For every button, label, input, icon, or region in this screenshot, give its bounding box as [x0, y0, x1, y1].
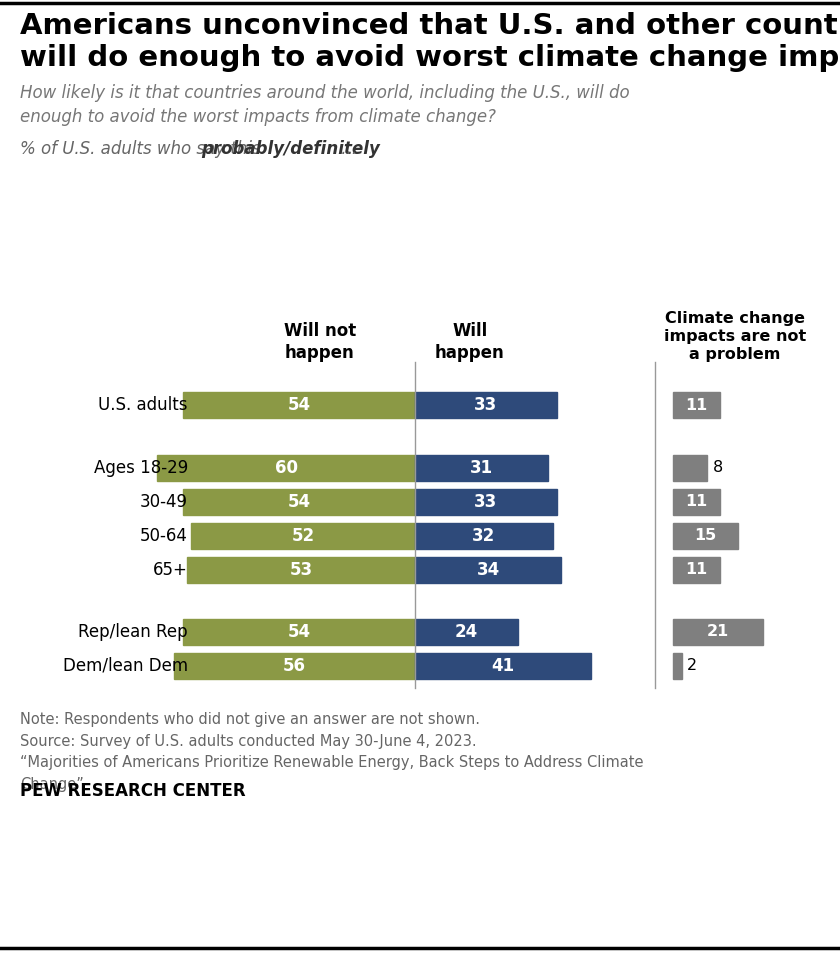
Text: 52: 52 — [291, 527, 315, 545]
Bar — [415, 653, 591, 679]
Text: Note: Respondents who did not give an answer are not shown.
Source: Survey of U.: Note: Respondents who did not give an an… — [20, 712, 643, 792]
Text: Climate change
impacts are not
a problem: Climate change impacts are not a problem — [664, 311, 806, 362]
Bar — [673, 489, 721, 515]
Text: 54: 54 — [287, 493, 311, 511]
Bar — [183, 392, 415, 418]
Text: ...: ... — [336, 140, 357, 158]
Bar — [673, 619, 764, 645]
Bar — [673, 557, 721, 583]
Text: % of U.S. adults who say this: % of U.S. adults who say this — [20, 140, 266, 158]
Bar — [415, 392, 557, 418]
Text: Rep/lean Rep: Rep/lean Rep — [78, 623, 188, 641]
Text: U.S. adults: U.S. adults — [98, 396, 188, 414]
Text: 56: 56 — [283, 657, 306, 675]
Text: Americans unconvinced that U.S. and other countries: Americans unconvinced that U.S. and othe… — [20, 12, 840, 40]
Text: 8: 8 — [712, 461, 722, 475]
Bar — [192, 523, 415, 549]
Text: 54: 54 — [287, 396, 311, 414]
Text: 15: 15 — [694, 529, 717, 543]
Bar — [673, 653, 681, 679]
Bar — [415, 619, 518, 645]
Text: 53: 53 — [290, 561, 312, 579]
Bar — [415, 557, 561, 583]
Text: 33: 33 — [475, 396, 497, 414]
Text: 11: 11 — [685, 494, 708, 510]
Bar — [157, 455, 415, 481]
Text: Will not
happen: Will not happen — [284, 323, 356, 362]
Bar — [673, 392, 721, 418]
Text: will do enough to avoid worst climate change impacts: will do enough to avoid worst climate ch… — [20, 44, 840, 72]
Text: probably/definitely: probably/definitely — [202, 140, 381, 158]
Bar — [415, 523, 553, 549]
Bar — [174, 653, 415, 679]
Text: 24: 24 — [455, 623, 478, 641]
Text: Will
happen: Will happen — [435, 323, 505, 362]
Bar — [415, 455, 549, 481]
Text: 21: 21 — [707, 625, 729, 639]
Text: 65+: 65+ — [153, 561, 188, 579]
Text: Dem/lean Dem: Dem/lean Dem — [63, 657, 188, 675]
Bar — [673, 455, 707, 481]
Text: 30-49: 30-49 — [140, 493, 188, 511]
Text: 32: 32 — [472, 527, 496, 545]
Text: PEW RESEARCH CENTER: PEW RESEARCH CENTER — [20, 782, 245, 800]
Text: 34: 34 — [476, 561, 500, 579]
Text: 41: 41 — [491, 657, 515, 675]
Text: 2: 2 — [686, 659, 696, 674]
Text: 60: 60 — [275, 459, 297, 477]
Text: 33: 33 — [475, 493, 497, 511]
Text: 31: 31 — [470, 459, 493, 477]
Text: 11: 11 — [685, 563, 708, 578]
Bar — [183, 489, 415, 515]
Text: 11: 11 — [685, 397, 708, 413]
Text: 54: 54 — [287, 623, 311, 641]
Bar — [183, 619, 415, 645]
Bar — [415, 489, 557, 515]
Text: How likely is it that countries around the world, including the U.S., will do
en: How likely is it that countries around t… — [20, 84, 630, 126]
Bar — [673, 523, 738, 549]
Text: Ages 18-29: Ages 18-29 — [94, 459, 188, 477]
Text: 50-64: 50-64 — [140, 527, 188, 545]
Bar — [187, 557, 415, 583]
